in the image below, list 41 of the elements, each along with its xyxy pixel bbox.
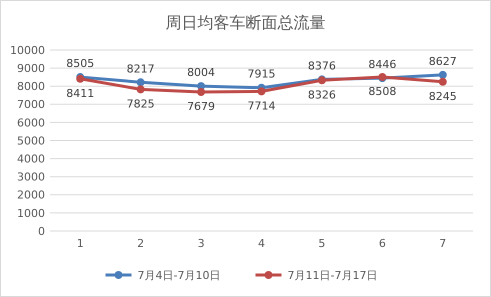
data-label: 7679 [187,100,216,114]
data-label: 8376 [308,59,336,72]
legend-label: 7月4日-7月10日 [138,268,220,282]
y-tick-label: 7000 [17,98,45,112]
data-label: 8326 [308,88,336,102]
y-tick-label: 1000 [17,206,45,220]
data-label: 7825 [126,97,155,110]
data-label: 8508 [368,85,396,98]
y-tick-label: 10000 [10,44,45,57]
data-label: 8004 [187,66,216,80]
y-tick-label: 4000 [17,152,45,166]
x-tick-label: 3 [198,237,205,250]
x-tick-label: 7 [439,237,446,250]
y-tick-label: 5000 [17,134,45,148]
y-tick-label: 6000 [17,116,45,130]
point [136,85,145,94]
x-tick-label: 2 [137,237,144,250]
point [197,88,206,96]
data-label: 8217 [126,62,155,76]
data-label: 8627 [428,54,457,68]
y-tick-label: 3000 [17,170,45,184]
legend-label: 7月11日-7月17日 [288,268,378,282]
data-label: 8505 [66,57,94,70]
point [136,78,145,86]
x-tick-label: 5 [318,237,326,250]
chart-title: 周日均客车断面总流量 [166,13,326,32]
data-label: 7714 [248,99,276,112]
point [438,78,447,86]
y-tick-label: 2000 [17,188,45,202]
x-tick-label: 4 [258,237,265,250]
point [438,70,447,79]
data-label: 8411 [66,86,94,100]
x-tick-label: 6 [378,237,386,250]
x-tick-label: 1 [76,237,84,250]
data-label: 8245 [428,90,457,103]
y-tick-label: 8000 [17,80,45,94]
data-label: 8446 [368,58,396,72]
data-label: 7915 [248,68,276,81]
y-tick-label: 9000 [17,62,45,75]
point [258,87,266,96]
y-tick-label: 0 [38,224,45,238]
